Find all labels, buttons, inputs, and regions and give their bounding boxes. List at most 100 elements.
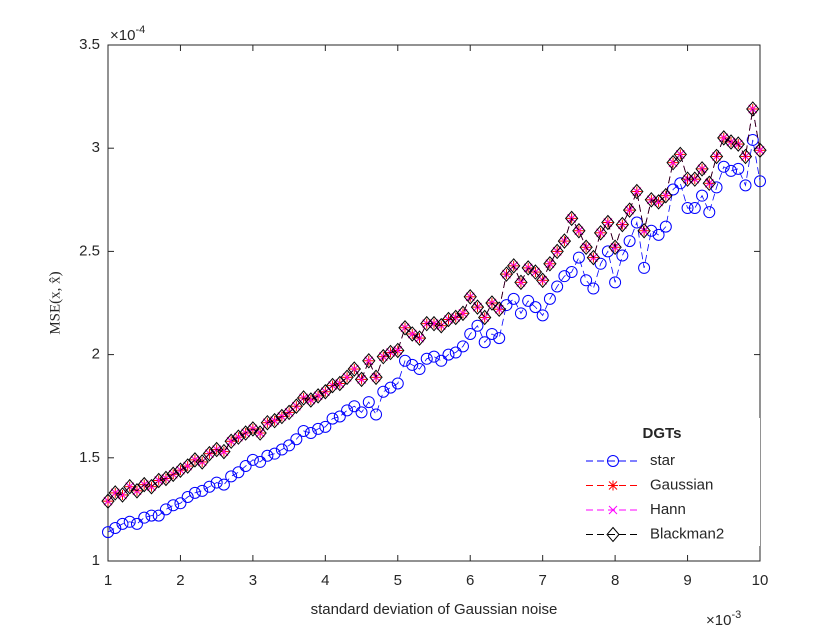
marker [393, 346, 403, 355]
marker-shape [399, 354, 412, 367]
marker-shape [449, 309, 463, 326]
marker [485, 327, 498, 340]
marker-shape [507, 292, 520, 305]
marker [545, 259, 555, 269]
x-tick-label: 1 [104, 572, 112, 589]
marker [543, 256, 557, 272]
legend-label: Hann [650, 501, 686, 518]
x-tick-label: 6 [466, 572, 474, 589]
marker [666, 154, 680, 171]
marker-shape [391, 377, 404, 390]
marker [710, 181, 723, 194]
marker [376, 348, 390, 365]
marker-shape [593, 225, 608, 241]
marker [219, 447, 229, 456]
marker-stroke [219, 447, 229, 456]
marker [551, 280, 564, 293]
marker [253, 425, 267, 441]
marker [732, 162, 745, 175]
marker-shape [123, 478, 137, 495]
marker-shape [609, 276, 622, 289]
marker-shape [341, 404, 354, 417]
marker-shape [638, 261, 651, 274]
x-tick-label: 3 [249, 572, 257, 589]
marker-shape [739, 179, 752, 192]
marker [753, 142, 767, 159]
marker-shape [615, 216, 630, 233]
marker [173, 462, 188, 478]
marker [638, 261, 651, 274]
marker [167, 499, 180, 512]
marker-shape [580, 274, 593, 287]
marker-shape [109, 521, 122, 534]
marker-shape [601, 214, 615, 231]
marker [188, 452, 202, 468]
x-tick-label: 7 [538, 572, 546, 589]
marker-shape [101, 493, 115, 509]
marker-shape [167, 499, 180, 512]
marker [442, 348, 455, 361]
marker [406, 358, 419, 371]
marker [673, 146, 687, 163]
marker-shape [478, 336, 491, 349]
marker-shape [696, 189, 709, 202]
marker-shape [463, 289, 477, 305]
marker [536, 309, 549, 322]
marker [550, 243, 564, 260]
marker [606, 526, 620, 543]
marker-shape [521, 260, 535, 276]
marker [246, 421, 260, 437]
marker-shape [369, 369, 383, 386]
marker-shape [138, 511, 151, 524]
marker [514, 307, 527, 320]
marker-shape [493, 332, 506, 345]
marker-shape [666, 154, 680, 171]
y-axis-label: MSE(x, x̂) [47, 271, 63, 334]
marker-stroke [690, 174, 700, 184]
marker-shape [412, 330, 427, 346]
marker [478, 336, 491, 349]
marker-shape [754, 175, 766, 188]
series-line [107, 139, 761, 533]
marker-shape [217, 478, 230, 491]
marker [261, 449, 274, 462]
marker [572, 222, 586, 239]
marker [630, 216, 643, 229]
marker-shape [557, 233, 572, 249]
marker-shape [514, 274, 528, 291]
marker [463, 289, 477, 305]
marker-shape [225, 470, 238, 483]
marker-shape [108, 485, 122, 501]
marker-shape [268, 447, 281, 460]
marker-shape [159, 503, 172, 516]
marker-shape [246, 453, 259, 466]
marker-shape [232, 466, 245, 479]
marker [607, 455, 619, 467]
marker-shape [340, 369, 354, 386]
y-tick-label: 1.5 [79, 449, 100, 466]
marker-shape [348, 400, 361, 413]
marker-shape [485, 327, 498, 340]
marker [688, 202, 701, 215]
marker-stroke [748, 104, 758, 114]
marker [702, 175, 716, 192]
marker-shape [456, 305, 470, 322]
marker-shape [253, 425, 267, 441]
marker [632, 187, 642, 196]
marker-shape [695, 161, 709, 177]
marker-shape [529, 301, 542, 314]
y-exponent: ×10-4 [110, 24, 145, 44]
marker [123, 515, 136, 528]
marker-shape [601, 245, 614, 258]
marker [695, 161, 709, 177]
marker [754, 175, 766, 188]
marker [289, 398, 304, 414]
marker-shape [239, 460, 252, 473]
marker-stroke [480, 313, 490, 322]
marker-shape [622, 202, 637, 218]
marker-shape [224, 433, 238, 450]
marker [731, 136, 745, 152]
marker-stroke [596, 228, 605, 238]
marker-shape [456, 340, 469, 353]
marker-shape [311, 388, 325, 404]
